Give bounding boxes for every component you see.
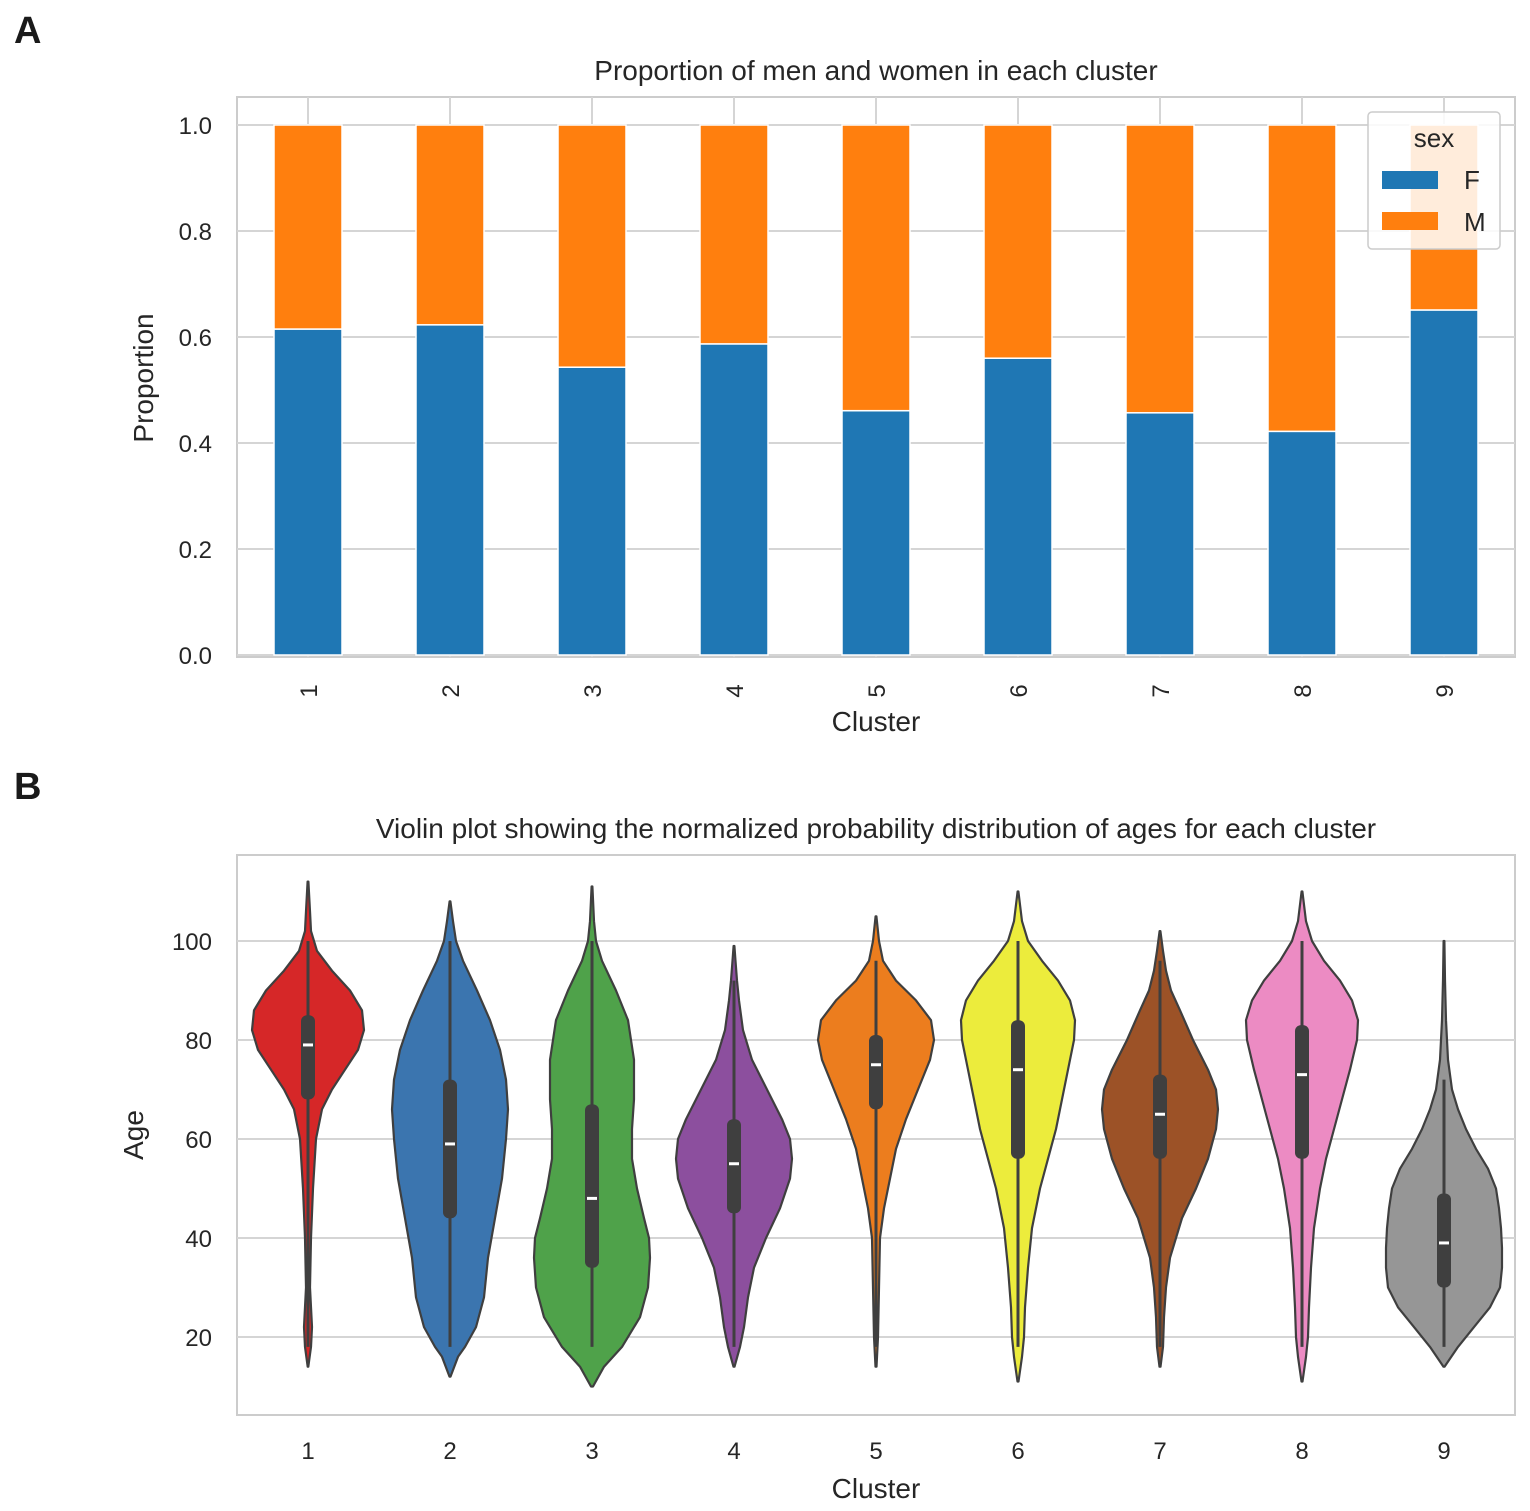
x-tick-label: 5 — [869, 1438, 882, 1465]
chart-title: Proportion of men and women in each clus… — [594, 55, 1157, 86]
violin-cluster-5 — [816, 915, 936, 1368]
iqr-box — [1153, 1074, 1167, 1159]
x-tick-label: 3 — [585, 1438, 598, 1465]
plot-area-frame-b — [236, 854, 1516, 1416]
x-tick-label: 7 — [1153, 1438, 1166, 1465]
x-tick-label: 1 — [301, 1438, 314, 1465]
y-tick-label: 20 — [185, 1325, 212, 1352]
bar-f-cluster-7 — [1125, 412, 1195, 656]
y-tick-label: 0.6 — [179, 325, 212, 352]
bar-f-cluster-3 — [557, 366, 627, 656]
bar-f-cluster-5 — [841, 409, 911, 656]
y-axis-label: Proportion — [128, 313, 159, 442]
x-tick-label: 2 — [443, 1438, 456, 1465]
violin-cluster-3 — [532, 885, 652, 1388]
violin-cluster-2 — [390, 900, 510, 1378]
x-tick-label: 9 — [1432, 684, 1459, 697]
iqr-box — [869, 1035, 883, 1110]
x-tick-labels: 1 2 3 4 5 6 7 8 9 — [296, 684, 1459, 697]
gridlines-b — [237, 940, 1515, 1338]
y-tick-label: 100 — [172, 929, 212, 956]
x-tick-label: 2 — [438, 684, 465, 697]
violins — [250, 880, 1504, 1388]
y-tick-label: 0.4 — [179, 431, 212, 458]
x-tick-label: 5 — [864, 684, 891, 697]
panel-label-b: B — [14, 766, 42, 808]
bar-m-cluster-5 — [841, 124, 911, 412]
violin-cluster-6 — [959, 890, 1077, 1383]
violin-cluster-7 — [1100, 930, 1220, 1368]
y-tick-label: 60 — [185, 1127, 212, 1154]
bar-m-cluster-3 — [557, 124, 627, 368]
y-tick-labels: 0.0 0.2 0.4 0.6 0.8 1.0 — [179, 113, 212, 670]
x-tick-label: 3 — [580, 684, 607, 697]
legend-label-f: F — [1464, 165, 1480, 195]
y-tick-label: 0.8 — [179, 219, 212, 246]
iqr-box — [1011, 1020, 1025, 1159]
y-tick-label: 0.0 — [179, 643, 212, 670]
y-tick-label: 40 — [185, 1226, 212, 1253]
iqr-box — [301, 1015, 315, 1100]
x-tick-label: 8 — [1290, 684, 1317, 697]
bar-m-cluster-8 — [1267, 124, 1337, 433]
iqr-box — [727, 1119, 741, 1214]
x-tick-label: 6 — [1011, 1438, 1024, 1465]
bar-f-cluster-8 — [1267, 430, 1337, 656]
legend-swatch-m — [1382, 212, 1438, 230]
violin-cluster-9 — [1384, 939, 1504, 1368]
x-tick-label: 4 — [722, 684, 749, 697]
x-tick-label: 4 — [727, 1438, 740, 1465]
iqr-box — [1437, 1193, 1451, 1288]
x-tick-label: 1 — [296, 684, 323, 697]
x-tick-label: 7 — [1148, 684, 1175, 697]
iqr-box — [443, 1079, 457, 1219]
iqr-box — [1295, 1025, 1309, 1159]
iqr-box — [585, 1104, 599, 1268]
bar-f-cluster-4 — [699, 343, 769, 656]
bars — [273, 124, 1479, 656]
x-tick-labels-b: 1 2 3 4 5 6 7 8 9 — [301, 1438, 1450, 1465]
y-tick-label: 80 — [185, 1028, 212, 1055]
chart-title-b: Violin plot showing the normalized proba… — [376, 813, 1376, 844]
bar-f-cluster-9 — [1409, 309, 1479, 656]
violin-cluster-4 — [674, 944, 794, 1368]
y-tick-label: 0.2 — [179, 537, 212, 564]
violin-cluster-8 — [1244, 890, 1360, 1383]
y-tick-label: 1.0 — [179, 113, 212, 140]
bar-m-cluster-6 — [983, 124, 1053, 359]
legend: sex F M — [1367, 111, 1501, 250]
bar-f-cluster-2 — [415, 324, 485, 656]
bar-m-cluster-1 — [273, 124, 343, 330]
legend-title: sex — [1414, 123, 1454, 153]
x-tick-label: 9 — [1437, 1438, 1450, 1465]
legend-swatch-f — [1382, 171, 1438, 189]
x-tick-label: 6 — [1006, 684, 1033, 697]
y-tick-labels-b: 20 40 60 80 100 — [172, 929, 212, 1352]
legend-label-m: M — [1464, 207, 1486, 237]
bar-m-cluster-7 — [1125, 124, 1195, 414]
x-axis-label-b: Cluster — [832, 1473, 921, 1504]
stacked-bar-chart: 0.0 0.2 0.4 0.6 0.8 1.0 1 2 3 4 5 6 7 8 9 Proportion … — [128, 55, 1516, 737]
bar-m-cluster-4 — [699, 124, 769, 345]
violin-cluster-1 — [250, 880, 366, 1368]
x-axis-label: Cluster — [832, 706, 921, 737]
bar-f-cluster-6 — [983, 357, 1053, 656]
y-axis-label-b: Age — [118, 1110, 149, 1160]
panel-label-a: A — [14, 10, 42, 52]
x-tick-label: 8 — [1295, 1438, 1308, 1465]
bar-m-cluster-2 — [415, 124, 485, 326]
bar-f-cluster-1 — [273, 328, 343, 656]
